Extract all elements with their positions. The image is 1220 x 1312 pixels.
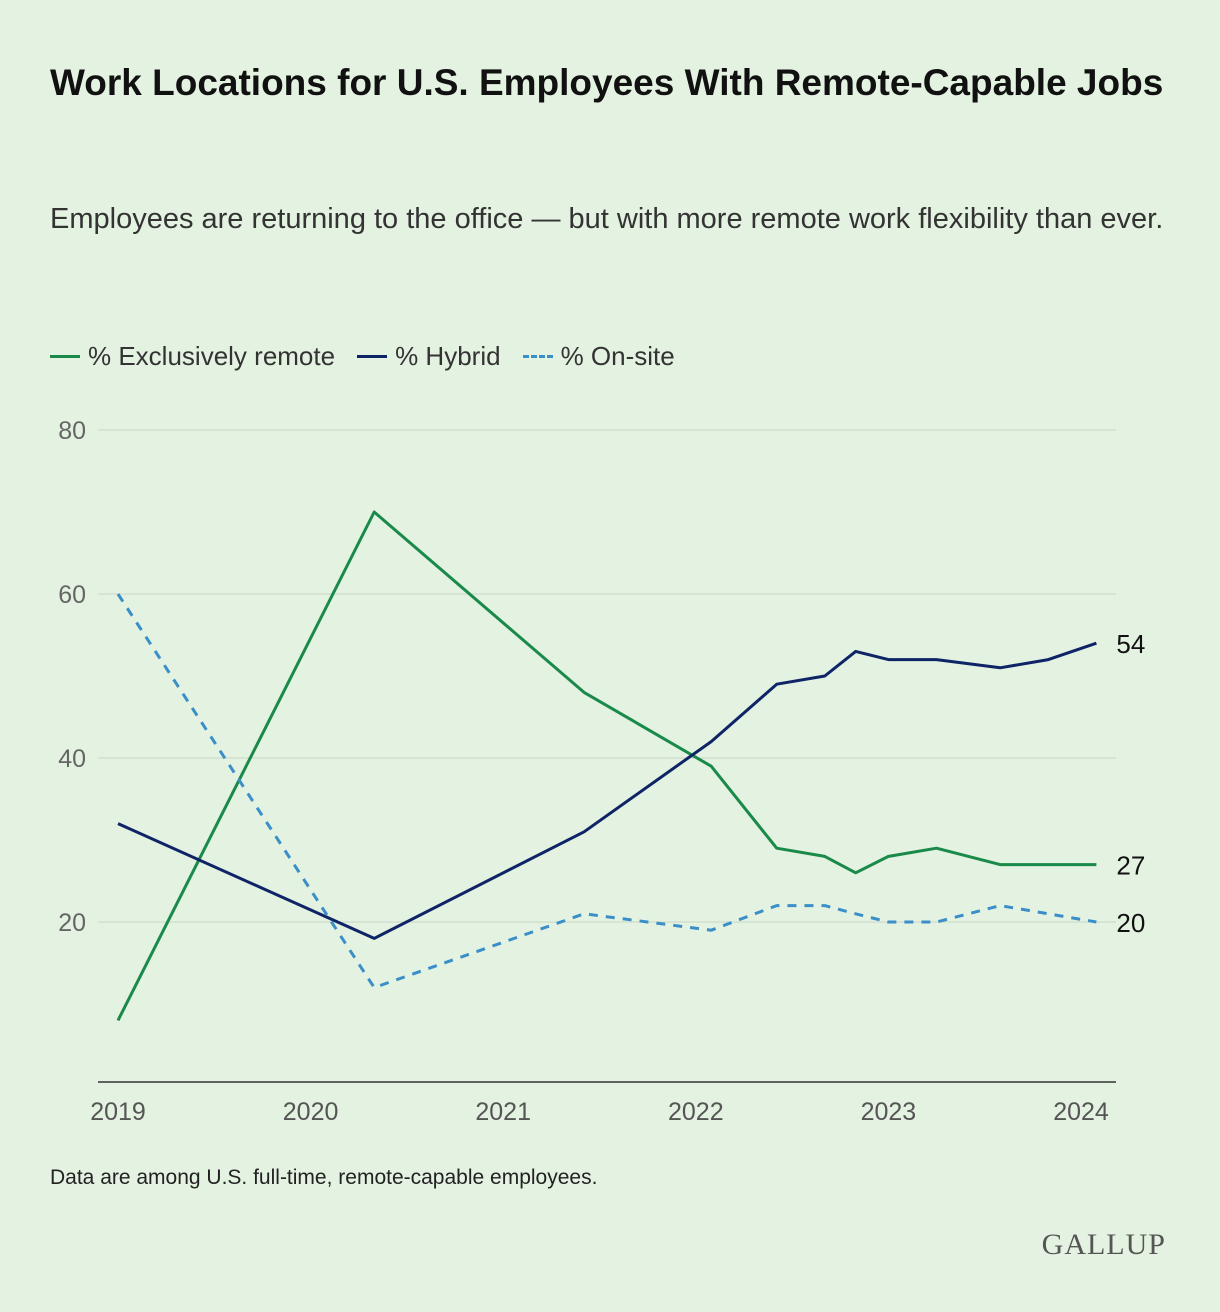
chart-subtitle: Employees are returning to the office — … — [50, 203, 1164, 235]
x-tick-label-2024: 2024 — [1053, 1098, 1109, 1126]
y-tick-label-20: 20 — [58, 909, 86, 937]
end-label-series-2: 20 — [1116, 908, 1145, 938]
x-tick-label-2022: 2022 — [668, 1098, 724, 1126]
end-label-series-1: 54 — [1116, 629, 1145, 659]
legend: % Exclusively remote % Hybrid % On-site — [50, 336, 697, 376]
chart-title: Work Locations for U.S. Employees With R… — [50, 62, 1164, 103]
x-tick-label-2023: 2023 — [861, 1098, 917, 1126]
legend-swatch-hybrid — [357, 354, 388, 358]
legend-label-hybrid: % Hybrid — [395, 340, 501, 371]
legend-swatch-on-site — [522, 354, 553, 358]
legend-swatch-exclusively-remote — [50, 354, 80, 358]
series-line-0 — [116, 510, 1097, 1022]
series-line-2 — [116, 593, 1097, 990]
x-tick-label-2019: 2019 — [90, 1098, 146, 1126]
footnote: Data are among U.S. full-time, remote-ca… — [50, 1166, 598, 1189]
legend-label-on-site: % On-site — [560, 340, 675, 371]
gallup-logo: GALLUP — [1041, 1228, 1166, 1261]
series-line-1 — [117, 641, 1097, 940]
legend-item-on-site: % On-site — [522, 340, 675, 372]
y-tick-label-40: 40 — [58, 745, 86, 773]
end-label-series-0: 27 — [1116, 851, 1145, 881]
legend-item-exclusively-remote: % Exclusively remote — [50, 341, 335, 372]
y-tick-label-80: 80 — [58, 417, 86, 445]
legend-item-hybrid: % Hybrid — [357, 340, 501, 372]
y-tick-label-60: 60 — [58, 581, 86, 609]
x-tick-label-2021: 2021 — [475, 1098, 531, 1126]
x-tick-label-2020: 2020 — [283, 1098, 339, 1126]
legend-label-exclusively-remote: % Exclusively remote — [88, 340, 336, 371]
